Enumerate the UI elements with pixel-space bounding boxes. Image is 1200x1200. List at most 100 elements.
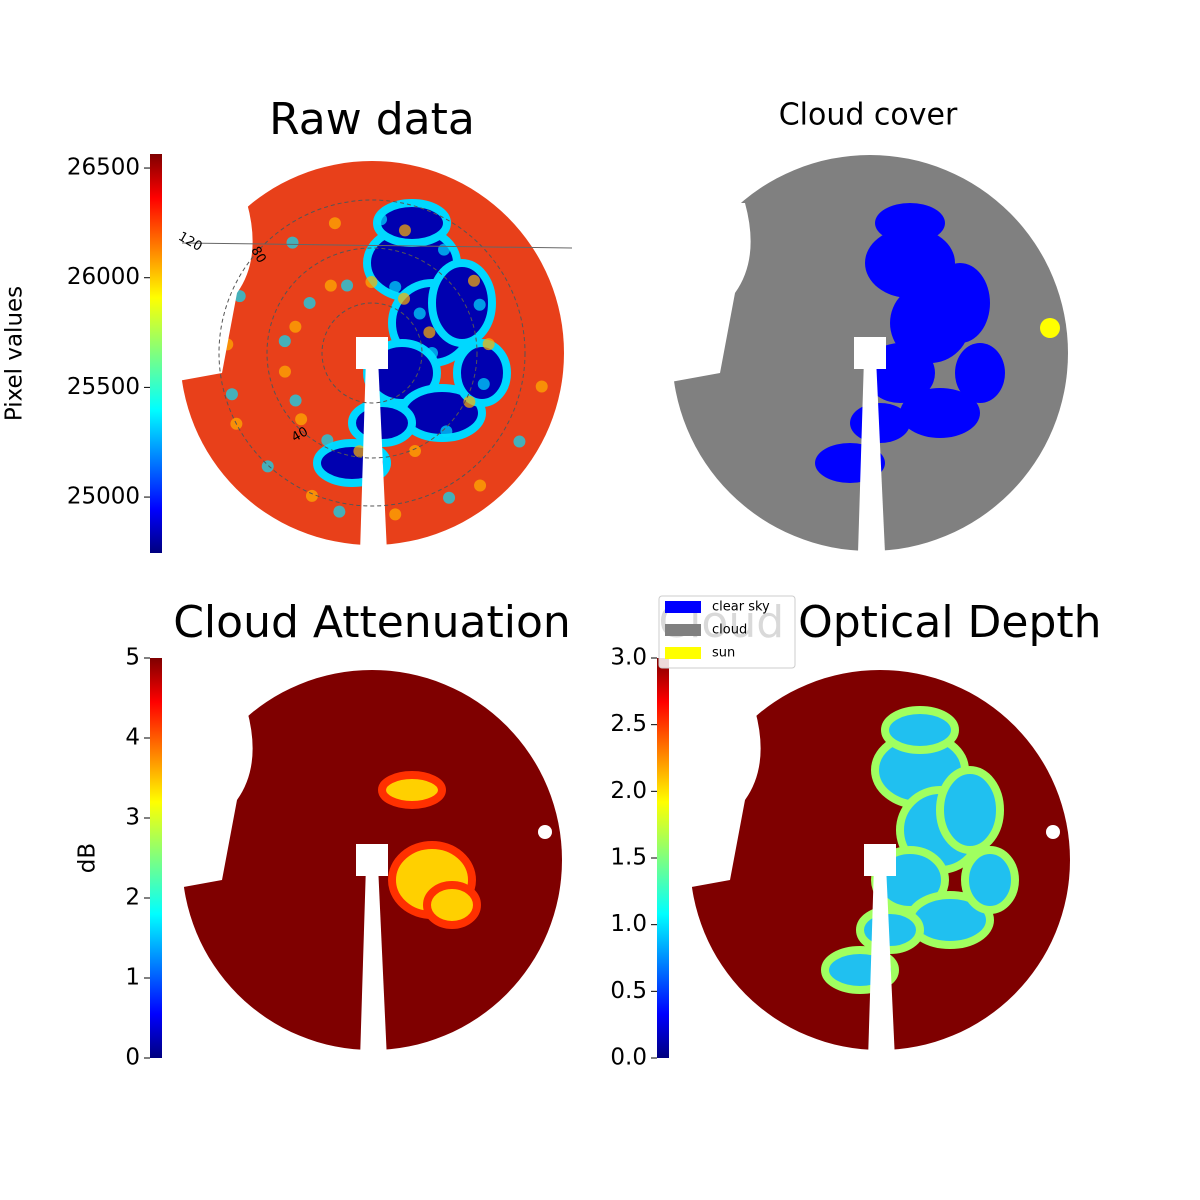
colorbar-label: Pixel values — [2, 286, 28, 421]
horizon-mask — [675, 710, 761, 890]
sun-marker — [538, 825, 552, 839]
sun-marker — [1046, 825, 1060, 839]
cloud-feature — [856, 906, 924, 954]
cloud-feature — [881, 706, 959, 754]
mount-mask — [356, 844, 388, 876]
texture — [438, 243, 451, 256]
texture — [440, 425, 453, 438]
texture — [513, 435, 526, 448]
texture — [289, 394, 302, 407]
texture — [225, 388, 238, 401]
colorbar — [150, 658, 162, 1058]
panel-title: Cloud Attenuation — [173, 597, 571, 648]
horizon-mask — [665, 203, 751, 383]
texture — [341, 279, 354, 292]
shadow-band-mask — [360, 865, 387, 1060]
colorbar-label: dB — [75, 843, 101, 873]
panel-title: Cloud cover — [779, 98, 958, 133]
colorbar-tick-label: 2.0 — [610, 778, 647, 804]
texture — [365, 276, 378, 289]
texture — [286, 236, 299, 249]
colorbar-tick-label: 3.0 — [610, 645, 647, 671]
texture — [389, 508, 402, 521]
cloud-feature — [348, 399, 416, 447]
cloud-feature — [875, 203, 945, 243]
colorbar-tick-label: 4 — [125, 725, 140, 751]
panel: Cloud cover — [665, 98, 1068, 553]
colorbar-tick-label: 26500 — [67, 155, 140, 181]
texture — [278, 365, 291, 378]
polar-axis — [181, 242, 573, 249]
colorbar-tick-label: 2.5 — [610, 711, 647, 737]
texture — [423, 326, 436, 339]
texture — [303, 296, 316, 309]
cloud-feature — [930, 263, 990, 343]
texture — [289, 320, 302, 333]
texture — [463, 395, 476, 408]
horizon-mask — [167, 203, 253, 383]
cloud-feature — [453, 339, 511, 407]
colorbar-tick-label: 5 — [125, 645, 140, 671]
cloud-feature — [423, 881, 481, 929]
texture — [261, 460, 274, 473]
polar-grid — [321, 302, 423, 404]
legend: clear sky cloud sun — [658, 595, 796, 669]
mount-mask — [864, 844, 896, 876]
legend-swatch — [665, 624, 701, 636]
colorbar-tick-label: 1.5 — [610, 845, 647, 871]
colorbar — [150, 154, 162, 553]
cloud-feature — [900, 388, 980, 438]
cloud-feature — [865, 228, 955, 298]
cloud-feature — [378, 771, 446, 809]
texture — [375, 213, 388, 226]
texture — [321, 434, 334, 447]
texture — [443, 491, 456, 504]
texture — [328, 217, 341, 230]
legend-label: cloud — [712, 623, 747, 638]
texture — [398, 224, 411, 237]
texture — [333, 505, 346, 518]
polar-grid — [266, 247, 478, 459]
texture — [535, 380, 548, 393]
horizon-mask — [167, 710, 253, 890]
colorbar-tick-label: 0.5 — [610, 978, 647, 1004]
texture — [473, 298, 486, 311]
legend-swatch — [665, 647, 701, 659]
texture — [408, 444, 421, 457]
panel: Cloud Attenuation 0 1 2 3 4 5 dB — [75, 597, 571, 1071]
texture — [474, 479, 487, 492]
mount-mask — [854, 337, 886, 369]
texture — [398, 292, 411, 305]
sun-marker — [1040, 318, 1060, 338]
legend-swatch — [665, 601, 701, 613]
texture — [413, 307, 426, 320]
colorbar — [657, 658, 669, 1058]
cloud-feature — [936, 766, 1004, 854]
texture — [353, 445, 366, 458]
texture — [467, 274, 480, 287]
texture — [477, 377, 490, 390]
colorbar-tick-label: 25000 — [67, 484, 140, 510]
colorbar-tick-label: 0.0 — [610, 1045, 647, 1071]
colorbar-tick-label: 0 — [125, 1045, 140, 1071]
colorbar-tick-label: 1.0 — [610, 911, 647, 937]
shadow-band-mask — [858, 358, 885, 553]
panel-title: Raw data — [269, 94, 475, 145]
cloud-feature — [961, 846, 1019, 914]
legend-label: sun — [712, 646, 735, 661]
texture — [295, 413, 308, 426]
colorbar-tick-label: 26000 — [67, 264, 140, 290]
texture — [324, 279, 337, 292]
colorbar-tick-label: 1 — [125, 965, 140, 991]
shadow-band-mask — [360, 358, 387, 553]
shadow-band-mask — [868, 865, 895, 1060]
polar-grid — [218, 199, 526, 507]
cloud-feature — [955, 343, 1005, 403]
polar-label: 80 — [247, 244, 268, 266]
texture — [389, 280, 402, 293]
colorbar-tick-label: 25500 — [67, 374, 140, 400]
texture — [278, 335, 291, 348]
panel: Raw data120804025000255002600026500Pixel… — [2, 94, 573, 553]
texture — [305, 489, 318, 502]
